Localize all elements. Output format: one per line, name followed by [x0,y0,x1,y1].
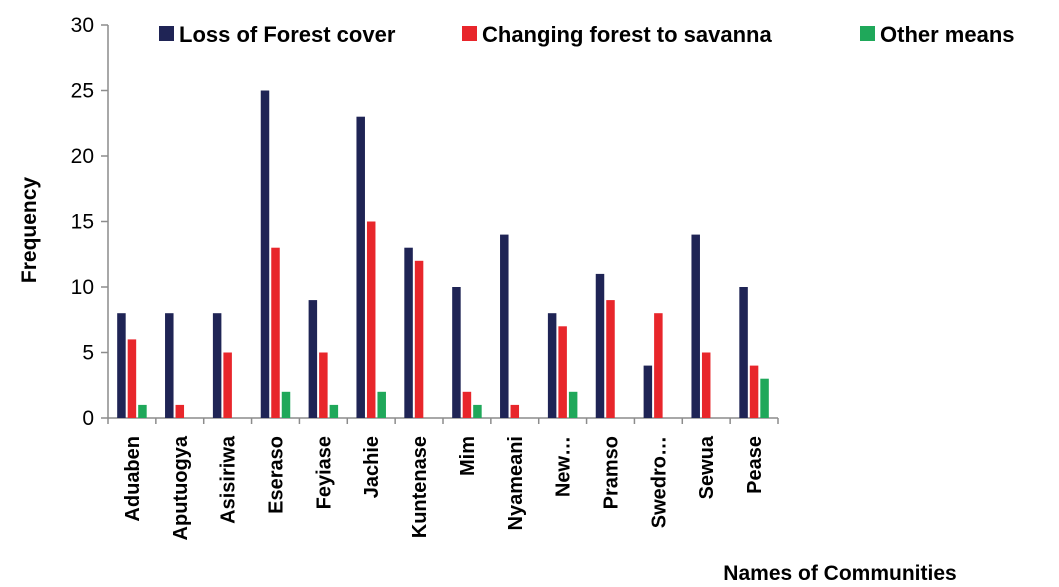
legend-label: Other means [880,22,1015,47]
y-tick-label: 25 [71,80,94,103]
category-label: Kuntenase [409,436,431,538]
bar-other-means [377,391,386,418]
bars [117,90,769,418]
x-axis: Aduaben Aputuogya Asisiriwa Eseraso Feyiase J… [107,417,779,540]
bar-other-means [568,391,578,418]
bar-loss-of-forest-cover [500,234,509,418]
bar-changing-forest-to-savanna [366,221,376,418]
bar-loss-of-forest-cover [691,234,700,418]
x-axis-title: Names of Communities [723,562,956,585]
bar-loss-of-forest-cover [165,313,174,418]
category-label: Sewua [696,435,718,499]
bar-changing-forest-to-savanna [414,260,424,418]
bar-changing-forest-to-savanna [175,404,185,418]
bar-other-means [138,404,147,418]
category-label: Swedro… [648,436,670,528]
y-tick-label: 15 [71,211,94,234]
bar-loss-of-forest-cover [547,313,557,418]
legend-swatch [860,26,875,41]
bar-other-means [760,378,769,418]
category-label: Feyiase [313,436,335,509]
category-label: Jachie [361,436,383,498]
bar-loss-of-forest-cover [595,273,605,418]
category-label: Aputuogya [170,435,192,540]
category-label: Aduaben [122,436,144,522]
y-tick-label: 10 [71,276,94,299]
y-axis: 0 5 10 15 20 25 30 [71,14,109,430]
category-label: Mim [457,436,479,476]
bar-changing-forest-to-savanna [510,404,520,418]
bar-changing-forest-to-savanna [701,352,711,418]
bar-other-means [473,404,482,418]
legend-swatch [462,26,477,41]
bar-loss-of-forest-cover [308,300,318,418]
y-tick-label: 20 [71,145,94,168]
legend-label: Changing forest to savanna [482,22,772,47]
y-axis-title: Frequency [18,177,41,284]
bar-changing-forest-to-savanna [462,391,472,418]
category-label: New… [553,436,575,497]
bar-loss-of-forest-cover [260,90,270,418]
bar-loss-of-forest-cover [212,313,222,418]
bar-changing-forest-to-savanna [127,339,137,418]
bar-loss-of-forest-cover [643,365,653,418]
bar-changing-forest-to-savanna [558,326,567,418]
legend-swatch [159,26,174,41]
bar-changing-forest-to-savanna [654,313,663,418]
category-label: Pramso [601,436,623,509]
bar-changing-forest-to-savanna [606,300,615,418]
bar-changing-forest-to-savanna [749,365,759,418]
y-tick-label: 0 [82,407,94,430]
bar-loss-of-forest-cover [117,313,126,418]
category-label: Nyameani [505,436,527,531]
bar-loss-of-forest-cover [356,116,365,418]
y-tick-label: 5 [82,342,94,365]
category-label: Eseraso [266,436,288,514]
bar-other-means [281,391,291,418]
y-tick-label: 30 [71,14,94,37]
category-label: Asisiriwa [218,435,240,524]
legend-label: Loss of Forest cover [179,22,396,47]
bar-changing-forest-to-savanna [319,352,328,418]
bar-other-means [329,404,339,418]
bar-changing-forest-to-savanna [271,247,280,418]
category-label: Pease [744,436,766,494]
bar-loss-of-forest-cover [739,287,748,418]
bar-changing-forest-to-savanna [223,352,232,418]
legend: Loss of Forest cover Changing forest to s… [159,22,1015,47]
bar-loss-of-forest-cover [452,287,461,418]
bar-loss-of-forest-cover [404,247,413,418]
